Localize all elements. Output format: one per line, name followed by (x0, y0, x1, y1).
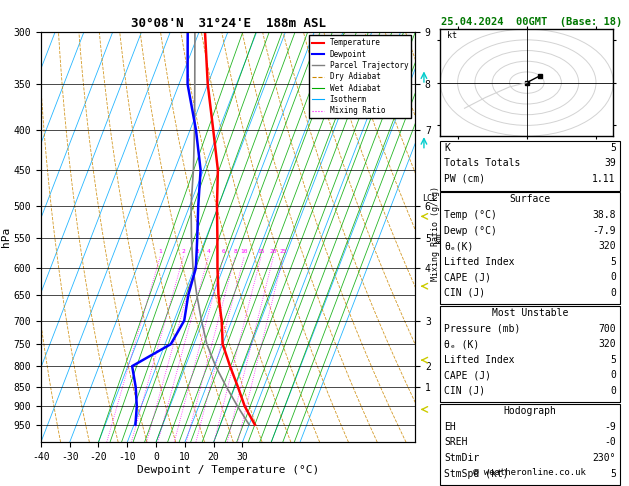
Text: 0: 0 (610, 370, 616, 381)
Title: 30°08'N  31°24'E  188m ASL: 30°08'N 31°24'E 188m ASL (130, 17, 326, 31)
Text: 8: 8 (233, 249, 237, 254)
X-axis label: Dewpoint / Temperature (°C): Dewpoint / Temperature (°C) (137, 465, 319, 475)
Legend: Temperature, Dewpoint, Parcel Trajectory, Dry Adiabat, Wet Adiabat, Isotherm, Mi: Temperature, Dewpoint, Parcel Trajectory… (309, 35, 411, 118)
Text: CAPE (J): CAPE (J) (444, 370, 491, 381)
Text: Surface: Surface (509, 194, 550, 205)
Text: 5: 5 (610, 257, 616, 267)
Text: K: K (444, 143, 450, 153)
Text: 2: 2 (182, 249, 186, 254)
Text: 1: 1 (159, 249, 162, 254)
Text: LCL: LCL (422, 194, 437, 204)
Text: CIN (J): CIN (J) (444, 386, 485, 396)
Text: 5: 5 (610, 143, 616, 153)
Text: 38.8: 38.8 (593, 210, 616, 220)
Text: Lifted Index: Lifted Index (444, 355, 515, 365)
Text: 320: 320 (598, 241, 616, 251)
Text: 700: 700 (598, 324, 616, 334)
Text: CIN (J): CIN (J) (444, 288, 485, 298)
Text: Mixing Ratio (g/kg): Mixing Ratio (g/kg) (431, 186, 440, 281)
Text: 39: 39 (604, 158, 616, 169)
Text: © weatheronline.co.uk: © weatheronline.co.uk (474, 468, 586, 477)
Text: StmDir: StmDir (444, 453, 479, 463)
Text: Lifted Index: Lifted Index (444, 257, 515, 267)
Text: θₑ(K): θₑ(K) (444, 241, 474, 251)
Text: 5: 5 (610, 355, 616, 365)
Text: 320: 320 (598, 339, 616, 349)
Text: PW (cm): PW (cm) (444, 174, 485, 184)
Text: 6: 6 (222, 249, 226, 254)
Text: 0: 0 (610, 386, 616, 396)
Text: kt: kt (447, 31, 457, 40)
Text: -9: -9 (604, 422, 616, 432)
Text: 230°: 230° (593, 453, 616, 463)
Y-axis label: hPa: hPa (1, 227, 11, 247)
Text: SREH: SREH (444, 437, 467, 448)
Text: Totals Totals: Totals Totals (444, 158, 520, 169)
Text: StmSpd (kt): StmSpd (kt) (444, 469, 509, 479)
Text: 20: 20 (270, 249, 277, 254)
Text: 15: 15 (257, 249, 265, 254)
Text: 10: 10 (240, 249, 248, 254)
Text: -7.9: -7.9 (593, 226, 616, 236)
Text: Dewp (°C): Dewp (°C) (444, 226, 497, 236)
Y-axis label: km
ASL: km ASL (433, 228, 455, 246)
Text: 25: 25 (279, 249, 287, 254)
Text: 4: 4 (206, 249, 210, 254)
Text: 0: 0 (610, 272, 616, 282)
Text: EH: EH (444, 422, 456, 432)
Text: θₑ (K): θₑ (K) (444, 339, 479, 349)
Text: CAPE (J): CAPE (J) (444, 272, 491, 282)
Text: Hodograph: Hodograph (503, 406, 557, 417)
Text: Pressure (mb): Pressure (mb) (444, 324, 520, 334)
Text: 0: 0 (610, 288, 616, 298)
Text: -0: -0 (604, 437, 616, 448)
Text: 25.04.2024  00GMT  (Base: 18): 25.04.2024 00GMT (Base: 18) (441, 17, 622, 27)
Text: 1.11: 1.11 (593, 174, 616, 184)
Text: 3: 3 (196, 249, 199, 254)
Text: Temp (°C): Temp (°C) (444, 210, 497, 220)
Text: 5: 5 (610, 469, 616, 479)
Text: Most Unstable: Most Unstable (492, 308, 568, 318)
